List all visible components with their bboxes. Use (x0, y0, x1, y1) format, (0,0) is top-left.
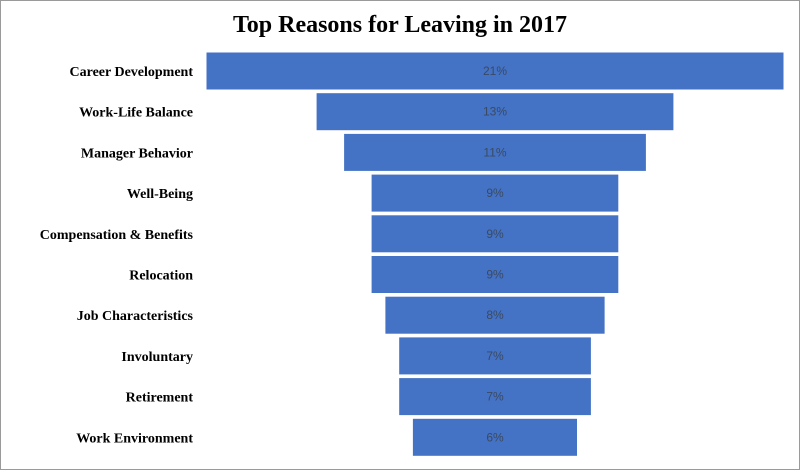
funnel-bar (398, 377, 592, 417)
category-label: Manager Behavior (81, 146, 193, 161)
chart-title: Top Reasons for Leaving in 2017 (232, 12, 568, 38)
bar-data-label: 6% (486, 430, 504, 444)
bar-data-label: 7% (486, 349, 504, 363)
funnel-bar (370, 214, 620, 254)
bar-data-label: 7% (486, 390, 504, 404)
bar-data-label: 11% (483, 145, 506, 159)
category-label: Work-Life Balance (79, 106, 193, 121)
funnel-bar (315, 92, 675, 132)
bar-data-label: 9% (486, 186, 504, 200)
bar-data-label: 9% (486, 227, 504, 241)
category-label: Work Environment (76, 431, 193, 446)
category-label: Relocation (129, 269, 193, 284)
funnel-bar (370, 173, 620, 213)
category-label: Job Characteristics (77, 309, 194, 324)
category-label: Retirement (126, 391, 194, 406)
bar-data-label: 21% (483, 64, 507, 78)
bar-data-label: 13% (483, 105, 507, 119)
category-label: Involuntary (121, 350, 193, 365)
funnel-bar (384, 295, 606, 335)
bar-data-label: 9% (486, 268, 504, 282)
category-labels-layer: Career Development Work-Life Balance Manag… (40, 65, 194, 446)
funnel-bar (343, 132, 647, 172)
funnel-bar (370, 255, 620, 294)
category-label: Compensation & Benefits (40, 228, 194, 243)
bar-data-label: 8% (486, 308, 504, 322)
category-label: Career Development (70, 65, 194, 80)
funnel-bar (398, 336, 592, 376)
funnel-bar (205, 51, 785, 91)
bars-layer: 21% 13% 11% 9% 9% 9% 8% 7% 7% 6% (205, 51, 785, 457)
category-label: Well-Being (127, 187, 193, 202)
funnel-bar (411, 417, 578, 457)
